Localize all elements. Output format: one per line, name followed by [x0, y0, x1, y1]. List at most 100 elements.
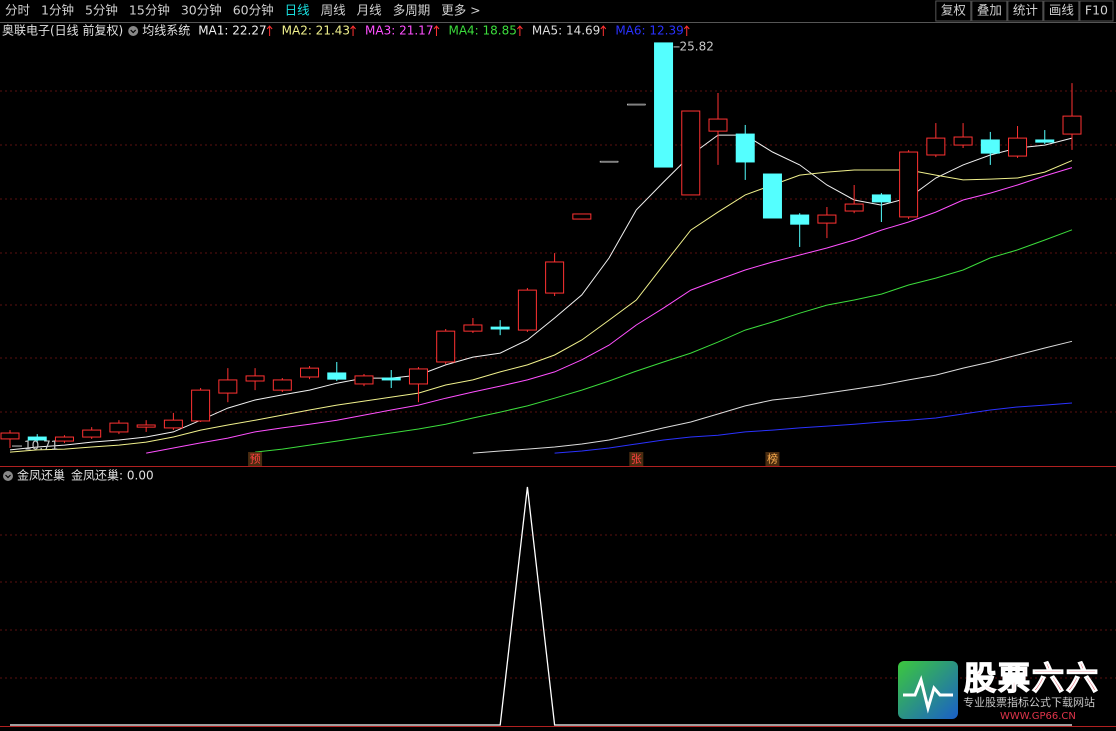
candle-body: [708, 118, 728, 132]
signal-label: 张: [631, 453, 642, 466]
candle-body: [599, 160, 619, 163]
indicator-name[interactable]: 均线系统: [142, 24, 190, 38]
candle-body: [272, 379, 292, 391]
period-button[interactable]: 多周期: [393, 3, 431, 18]
candle-body: [54, 436, 74, 442]
candle-body: [82, 429, 102, 438]
candle-body: [218, 379, 238, 394]
signal-box: [765, 452, 780, 466]
indicator-value: 金凤还巢: 0.00: [71, 468, 154, 483]
signal-label: 预: [250, 453, 261, 466]
candle-body: [300, 367, 320, 378]
tool-button-frame: [935, 0, 972, 22]
candle-body: [163, 419, 183, 429]
candle-body: [136, 424, 156, 428]
candle-body: [327, 372, 347, 380]
candle-body: [517, 289, 537, 331]
period-button[interactable]: 月线: [357, 3, 383, 18]
candle-body: [381, 377, 401, 381]
candle-body: [0, 432, 20, 440]
candle-body: [436, 330, 456, 363]
tool-button-frame: [1079, 0, 1114, 22]
logo-pulse: [903, 675, 953, 714]
candle-body: [627, 103, 646, 106]
tool-button-frame: [1007, 0, 1044, 22]
candle-body: [953, 136, 973, 146]
legend-entry: MA6: 12.39: [615, 24, 683, 38]
indicator-line: [10, 486, 1072, 726]
up-arrow: [266, 25, 273, 36]
candle-body: [572, 213, 592, 220]
watermark-url: WWW.GP66.CN: [1000, 711, 1076, 722]
dropdown-icon: [3, 471, 13, 481]
candle-body: [408, 368, 428, 385]
up-arrow: [683, 25, 690, 36]
period-button[interactable]: 15分钟: [129, 3, 170, 18]
low-label: 10.71: [24, 439, 58, 453]
candle-body: [654, 42, 674, 168]
candle-body: [490, 326, 510, 330]
ma-line: [255, 229, 1073, 453]
ma-line: [9, 160, 1073, 453]
candle-body: [980, 139, 1000, 154]
candle-body: [681, 110, 701, 196]
up-arrow: [433, 25, 440, 36]
tool-button[interactable]: 叠加: [977, 3, 1002, 18]
dropdown-icon: [128, 26, 139, 36]
dropdown-arrow: [5, 474, 11, 479]
legend-entry: MA3: 21.17: [365, 24, 433, 38]
ma-line: [9, 134, 1073, 451]
watermark-slogan: 专业股票指标公式下载网站: [963, 695, 1095, 709]
candle-body: [1062, 115, 1082, 135]
high-label: 25.82: [680, 39, 714, 53]
candle-body: [545, 261, 565, 294]
tool-button[interactable]: F10: [1085, 3, 1108, 18]
up-arrow: [600, 25, 607, 36]
period-button[interactable]: 日线: [285, 3, 311, 18]
legend-entry: MA1: 22.27: [198, 24, 266, 38]
tool-button-frame: [971, 0, 1008, 22]
indicator-name[interactable]: 金凤还巢: [17, 468, 65, 483]
candle-body: [354, 375, 374, 385]
ma-line: [146, 167, 1073, 454]
candle-body: [735, 133, 755, 163]
period-button[interactable]: 1分钟: [41, 3, 74, 18]
signal-box: [629, 452, 644, 466]
more-button[interactable]: 更多 >: [441, 3, 480, 18]
candle-body: [844, 203, 864, 212]
up-arrow: [350, 25, 356, 36]
watermark-brand: 股票六六: [964, 659, 1100, 697]
candle-body: [1008, 137, 1028, 157]
legend-entry: MA4: 18.85: [448, 24, 516, 38]
ma-line: [472, 340, 1073, 454]
candle-body: [109, 422, 129, 433]
signal-box: [248, 452, 263, 466]
tool-button[interactable]: 统计: [1013, 3, 1038, 18]
legend-entry: MA5: 14.69: [532, 24, 600, 38]
period-button[interactable]: 分时: [5, 3, 31, 18]
candle-body: [790, 214, 810, 225]
candle-body: [463, 324, 483, 332]
signal-label: 榜: [767, 452, 778, 466]
candle-body: [1035, 139, 1055, 143]
period-button[interactable]: 60分钟: [233, 3, 274, 18]
ma-line: [554, 402, 1073, 454]
candle-body: [245, 375, 265, 382]
candle-body: [926, 137, 946, 156]
tool-button-frame: [1043, 0, 1080, 22]
tool-button[interactable]: 画线: [1049, 3, 1075, 18]
logo: [898, 661, 958, 719]
period-button[interactable]: 5分钟: [85, 3, 118, 18]
period-button[interactable]: 周线: [321, 3, 347, 18]
dropdown-arrow: [130, 29, 137, 34]
legend-entry: MA2: 21.43: [282, 24, 350, 38]
watermark: 股票六六 专业股票指标公式下载网站 WWW.GP66.CN: [898, 658, 1100, 722]
candle-body: [27, 436, 47, 441]
candle-body: [817, 214, 837, 224]
candle-body: [899, 151, 919, 218]
period-button[interactable]: 30分钟: [181, 3, 222, 18]
tool-button[interactable]: 复权: [941, 3, 967, 18]
